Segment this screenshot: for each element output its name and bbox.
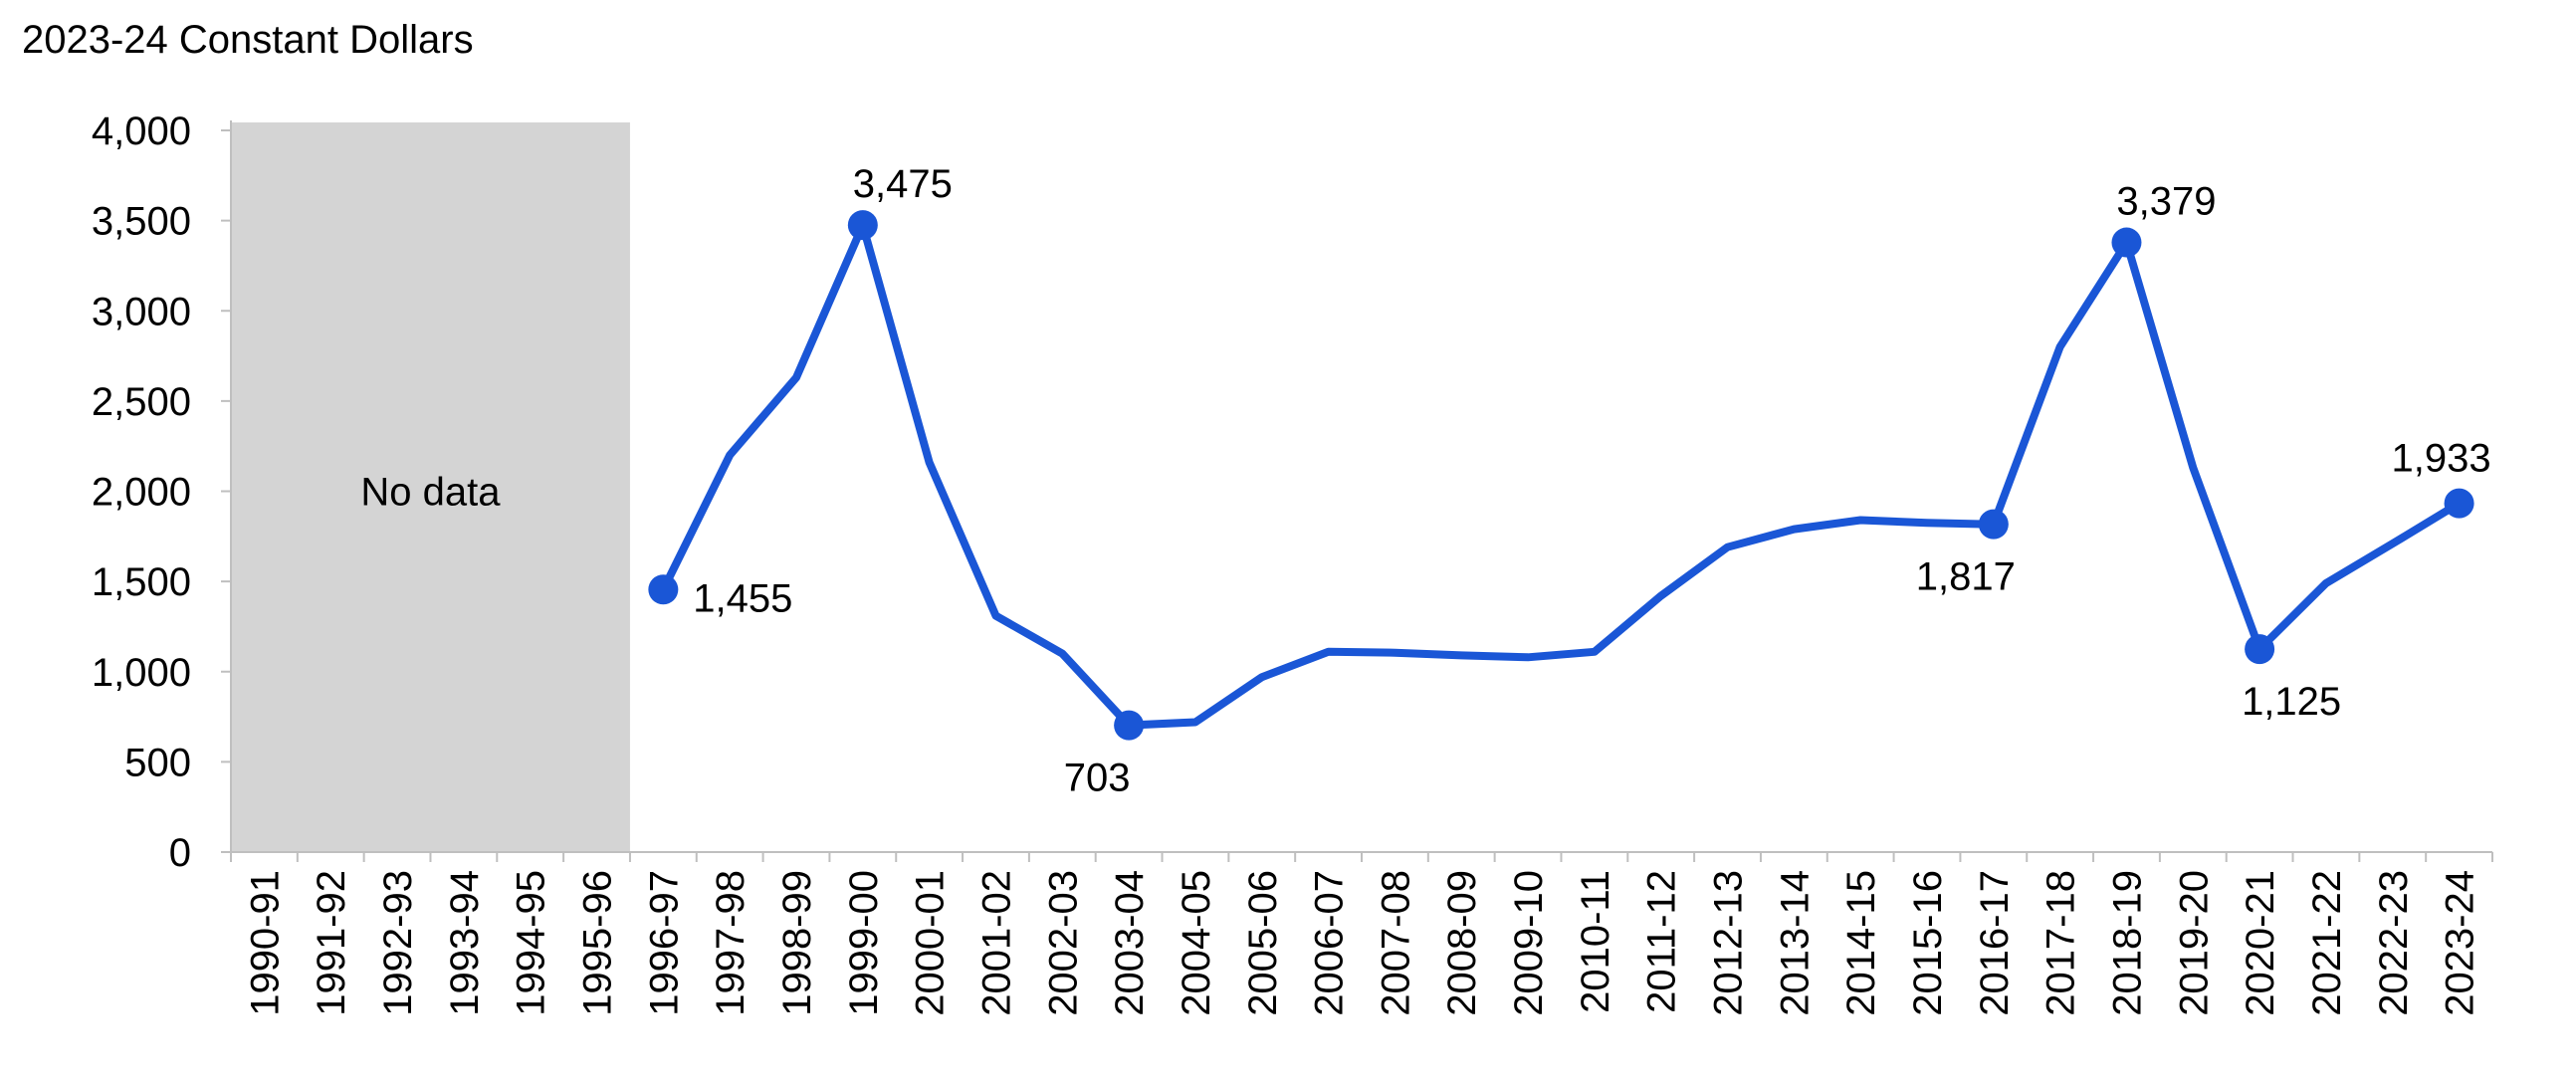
y-tick-label: 0 <box>169 831 191 875</box>
x-tick-label: 2010-11 <box>1574 870 1617 1013</box>
no-data-region <box>231 122 630 852</box>
x-tick-label: 2015-16 <box>1906 870 1950 1016</box>
y-tick-label: 2,000 <box>92 471 191 515</box>
x-tick-label: 2002-03 <box>1041 870 1085 1016</box>
y-tick-label: 4,000 <box>92 109 191 153</box>
data-label: 1,125 <box>2242 680 2341 724</box>
x-tick-label: 2012-13 <box>1707 870 1751 1016</box>
y-tick-label: 3,500 <box>92 200 191 244</box>
x-tick-label: 1997-98 <box>709 870 752 1016</box>
x-tick-label: 2005-06 <box>1241 870 1285 1016</box>
x-tick-label: 2022-23 <box>2372 870 2416 1016</box>
no-data-label: No data <box>360 471 501 515</box>
x-tick-label: 1995-96 <box>576 870 620 1016</box>
data-point-marker <box>648 574 679 605</box>
data-label: 1,455 <box>693 576 792 620</box>
data-label: 3,379 <box>2116 180 2216 224</box>
y-tick-label: 2,500 <box>92 380 191 424</box>
x-tick-label: 2006-07 <box>1308 870 1352 1016</box>
x-tick-label: 2023-24 <box>2439 870 2482 1016</box>
x-tick-label: 2004-05 <box>1175 870 1218 1016</box>
x-tick-label: 2014-15 <box>1839 870 1883 1016</box>
data-label: 703 <box>1064 757 1131 800</box>
x-tick-label: 1992-93 <box>376 870 420 1016</box>
data-label: 1,817 <box>1916 555 2016 599</box>
data-point-marker <box>1978 509 2009 540</box>
units-label: 2023-24 Constant Dollars <box>22 18 474 62</box>
x-tick-label: 2018-19 <box>2105 870 2149 1016</box>
x-tick-label: 2013-14 <box>1773 870 1817 1016</box>
data-point-marker <box>2444 488 2474 519</box>
x-tick-label: 2003-04 <box>1108 870 1152 1016</box>
y-tick-label: 500 <box>124 741 191 784</box>
x-tick-label: 2000-01 <box>909 870 953 1016</box>
x-tick-label: 2017-18 <box>2039 870 2083 1016</box>
x-tick-label: 2001-02 <box>974 870 1018 1016</box>
x-tick-label: 1990-91 <box>243 870 287 1016</box>
x-tick-label: 2020-21 <box>2239 870 2282 1016</box>
x-tick-label: 2016-17 <box>1973 870 2017 1016</box>
x-tick-label: 2011-12 <box>1640 870 1684 1013</box>
x-tick-label: 2021-22 <box>2305 870 2349 1016</box>
x-tick-label: 2007-08 <box>1374 870 1417 1016</box>
data-point-marker <box>2111 227 2142 258</box>
x-tick-label: 2019-20 <box>2172 870 2216 1016</box>
x-tick-label: 2008-09 <box>1440 870 1484 1016</box>
y-tick-label: 1,000 <box>92 651 191 695</box>
x-tick-label: 1991-92 <box>310 870 353 1016</box>
x-tick-label: 1994-95 <box>510 870 553 1016</box>
y-tick-label: 1,500 <box>92 560 191 604</box>
x-tick-label: 1998-99 <box>775 870 819 1016</box>
data-label: 3,475 <box>853 162 953 206</box>
x-tick-label: 1999-00 <box>842 870 886 1016</box>
y-tick-label: 3,000 <box>92 290 191 333</box>
data-point-marker <box>1114 710 1145 741</box>
data-label: 1,933 <box>2392 437 2491 481</box>
series-line <box>659 221 2464 730</box>
x-tick-label: 1996-97 <box>642 870 686 1016</box>
data-point-marker <box>2245 634 2275 665</box>
x-tick-label: 2009-10 <box>1507 870 1551 1016</box>
x-tick-label: 1993-94 <box>443 870 487 1016</box>
data-point-marker <box>847 210 878 241</box>
